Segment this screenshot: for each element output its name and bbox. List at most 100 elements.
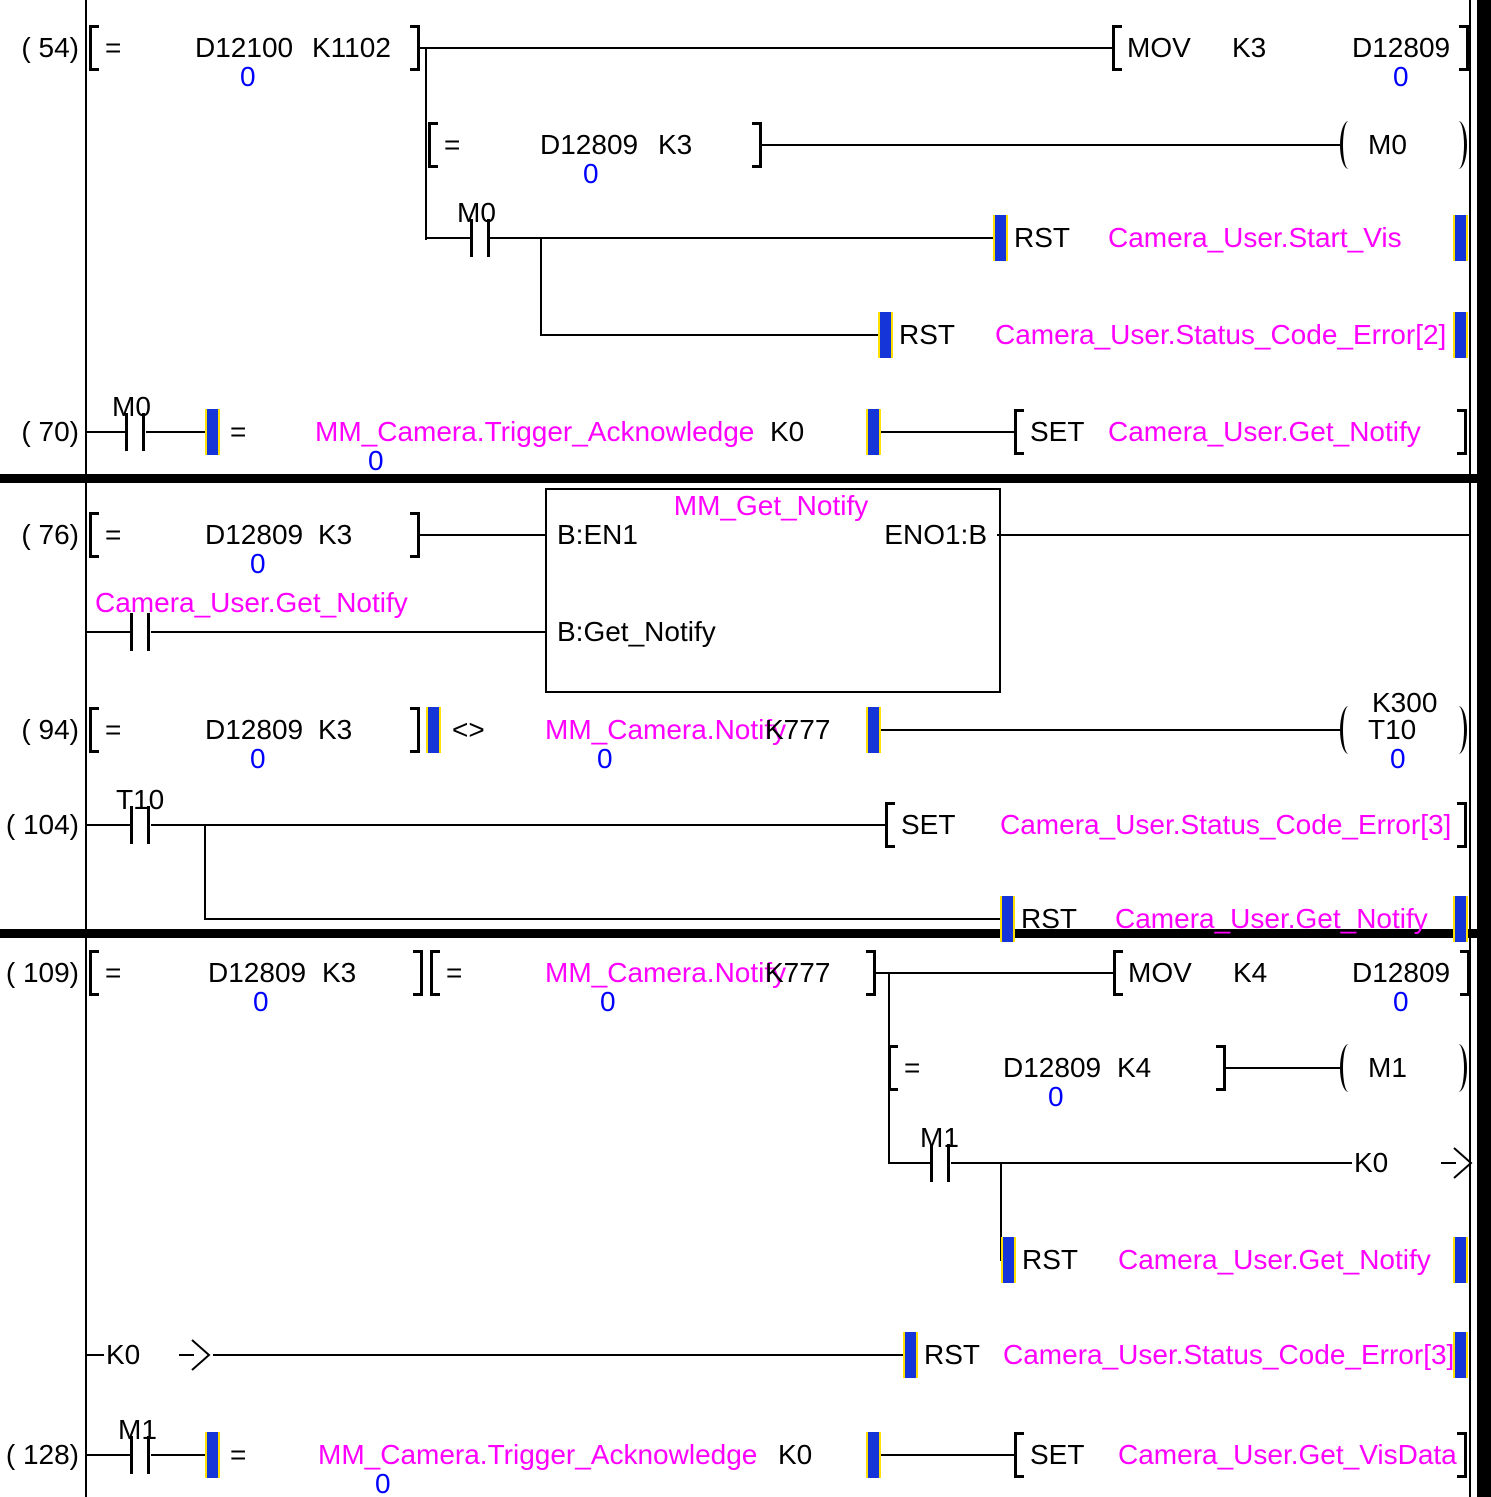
branch-wire	[1000, 1162, 1002, 1261]
compare-bracket-open	[89, 950, 99, 996]
wire	[86, 1354, 104, 1356]
instruction-bracket-close	[1457, 802, 1467, 848]
energized-bracket	[1453, 1332, 1468, 1378]
device-operand[interactable]: D12100	[195, 32, 294, 63]
constant-operand[interactable]: K3	[318, 714, 353, 745]
device-operand[interactable]: D12809	[1003, 1052, 1102, 1083]
energized-bracket	[866, 409, 881, 455]
contact-bar[interactable]	[130, 1436, 133, 1474]
contact-bar[interactable]	[130, 613, 133, 651]
energized-bracket	[903, 1332, 918, 1378]
constant-operand[interactable]: K777	[765, 957, 831, 988]
wire	[151, 1454, 207, 1456]
rst-instruction[interactable]: RST	[899, 319, 955, 350]
pointer-label[interactable]: K0	[106, 1339, 141, 1370]
compare-operator[interactable]: =	[904, 1052, 921, 1083]
contact-bar[interactable]	[470, 219, 473, 257]
compare-operator[interactable]: =	[105, 519, 122, 550]
device-operand[interactable]: D12809	[1352, 957, 1451, 988]
compare-bracket-close	[752, 122, 762, 168]
instruction-bracket-open	[1014, 409, 1024, 455]
device-label[interactable]: Camera_User.Get_VisData	[1118, 1439, 1457, 1470]
constant-operand[interactable]: K777	[765, 714, 831, 745]
rst-instruction[interactable]: RST	[1014, 222, 1070, 253]
wire	[86, 1454, 130, 1456]
constant-operand[interactable]: K3	[318, 519, 353, 550]
compare-bracket-close	[410, 25, 420, 71]
device-operand[interactable]: D12809	[1352, 32, 1451, 63]
device-label[interactable]: Camera_User.Get_Notify	[1115, 903, 1428, 934]
wire	[876, 972, 1113, 974]
set-instruction[interactable]: SET	[901, 809, 956, 840]
constant-operand[interactable]: K3	[658, 129, 693, 160]
set-instruction[interactable]: SET	[1030, 416, 1085, 447]
device-label[interactable]: MM_Camera.Notify	[545, 714, 787, 745]
rst-instruction[interactable]: RST	[1022, 1244, 1078, 1275]
rst-instruction[interactable]: RST	[1021, 903, 1077, 934]
jump-pointer-label[interactable]: K0	[1354, 1147, 1389, 1178]
compare-operator[interactable]: =	[105, 714, 122, 745]
compare-operator[interactable]: =	[230, 1439, 247, 1470]
fb-input-en: B:EN1	[557, 519, 638, 550]
constant-operand[interactable]: K4	[1233, 957, 1268, 988]
wire	[86, 824, 130, 826]
jump-arrow-icon[interactable]	[1440, 1144, 1474, 1182]
device-operand[interactable]: D12809	[205, 519, 304, 550]
constant-operand[interactable]: K3	[1232, 32, 1267, 63]
compare-bracket-open	[430, 950, 440, 996]
coil-device[interactable]: M0	[1368, 129, 1407, 160]
monitor-value: 0	[253, 986, 269, 1017]
device-label[interactable]: MM_Camera.Trigger_Acknowledge	[315, 416, 755, 447]
constant-operand[interactable]: K3	[322, 957, 357, 988]
function-block[interactable]	[545, 488, 1001, 693]
contact-bar[interactable]	[930, 1144, 933, 1182]
compare-operator[interactable]: =	[446, 957, 463, 988]
compare-operator[interactable]: <>	[452, 714, 485, 745]
set-instruction[interactable]: SET	[1030, 1439, 1085, 1470]
compare-operator[interactable]: =	[105, 957, 122, 988]
compare-operator[interactable]: =	[230, 416, 247, 447]
branch-wire	[540, 237, 542, 336]
device-operand[interactable]: D12809	[540, 129, 639, 160]
device-label[interactable]: MM_Camera.Notify	[545, 957, 787, 988]
mov-instruction[interactable]: MOV	[1128, 957, 1192, 988]
contact-bar[interactable]	[947, 1144, 950, 1182]
device-label[interactable]: Camera_User.Get_Notify	[1118, 1244, 1431, 1275]
contact-bar[interactable]	[487, 219, 490, 257]
contact-bar[interactable]	[147, 613, 150, 651]
device-label[interactable]: Camera_User.Start_Vis	[1108, 222, 1402, 253]
contact-bar[interactable]	[147, 1436, 150, 1474]
constant-operand[interactable]: K0	[778, 1439, 813, 1470]
constant-operand[interactable]: K1102	[312, 32, 391, 63]
instruction-bracket-close	[1457, 1432, 1467, 1478]
rung-number: ( 94)	[21, 714, 79, 745]
contact-label: Camera_User.Get_Notify	[95, 587, 408, 618]
contact-bar[interactable]	[147, 806, 150, 844]
timer-preset: K300	[1372, 687, 1438, 718]
device-operand[interactable]: D12809	[205, 714, 304, 745]
device-label[interactable]: Camera_User.Get_Notify	[1108, 416, 1421, 447]
mov-instruction[interactable]: MOV	[1127, 32, 1191, 63]
energized-bracket	[1000, 896, 1015, 942]
rung-number: ( 109)	[5, 957, 79, 988]
contact-bar[interactable]	[142, 413, 145, 451]
constant-operand[interactable]: K0	[770, 416, 805, 447]
coil-device[interactable]: M1	[1368, 1052, 1407, 1083]
device-operand[interactable]: D12809	[208, 957, 307, 988]
contact-bar[interactable]	[125, 413, 128, 451]
device-label[interactable]: Camera_User.Status_Code_Error[3]	[1000, 809, 1452, 840]
compare-bracket-open	[888, 1045, 898, 1091]
contact-bar[interactable]	[130, 806, 133, 844]
compare-operator[interactable]: =	[444, 129, 461, 160]
timer-coil-device[interactable]: T10	[1368, 714, 1417, 745]
block-separator	[0, 929, 1491, 938]
device-label[interactable]: MM_Camera.Trigger_Acknowledge	[318, 1439, 758, 1470]
constant-operand[interactable]: K4	[1117, 1052, 1152, 1083]
coil-paren-close	[1450, 1044, 1467, 1092]
device-label[interactable]: Camera_User.Status_Code_Error[3]	[1003, 1339, 1455, 1370]
rst-instruction[interactable]: RST	[924, 1339, 980, 1370]
compare-operator[interactable]: =	[105, 32, 122, 63]
monitor-value: 0	[250, 548, 266, 579]
device-label[interactable]: Camera_User.Status_Code_Error[2]	[995, 319, 1447, 350]
energized-bracket	[205, 409, 220, 455]
